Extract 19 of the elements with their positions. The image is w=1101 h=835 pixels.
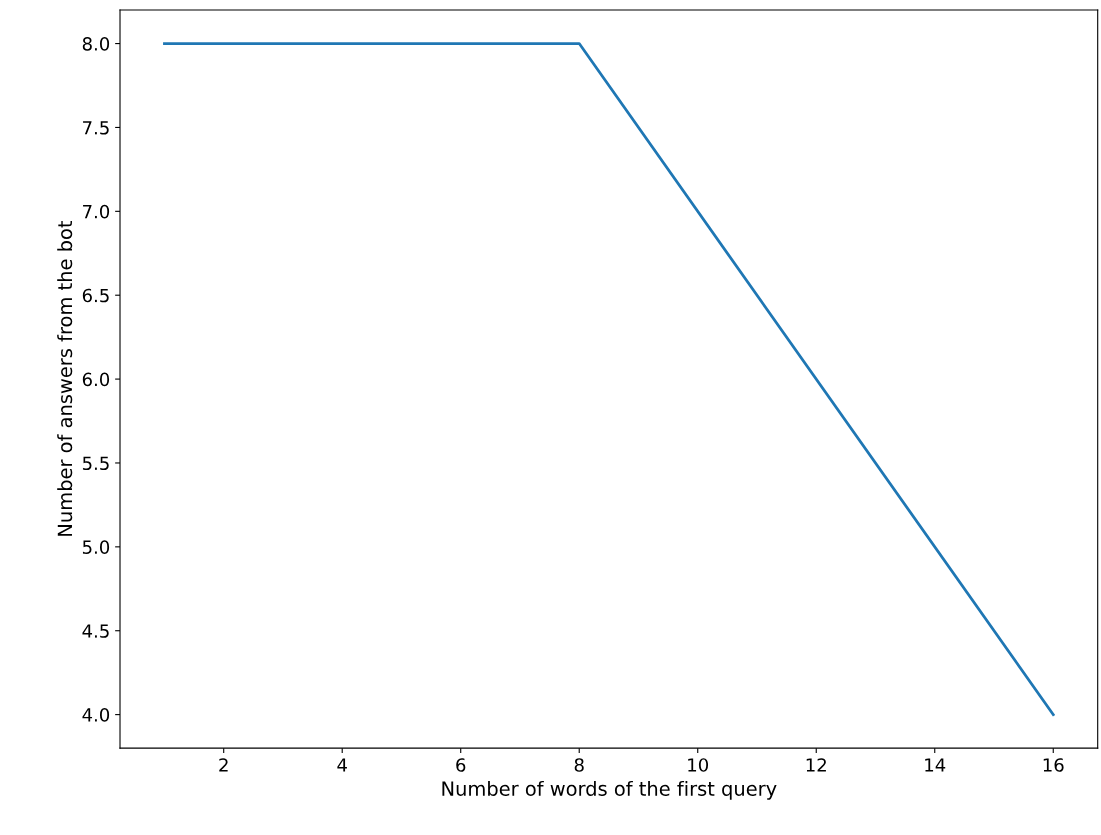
x-tick-label: 12 bbox=[806, 758, 826, 772]
x-tick-label: 16 bbox=[1043, 758, 1064, 772]
y-tick-label: 7.0 bbox=[83, 204, 110, 219]
y-tick-label: 6.5 bbox=[82, 288, 109, 303]
x-axis-title: Number of words of the first query bbox=[442, 780, 777, 800]
y-tick-label: 5.5 bbox=[82, 456, 109, 471]
y-tick-label: 4.5 bbox=[82, 624, 109, 638]
y-tick-label: 4.0 bbox=[82, 708, 110, 722]
x-tick-label: 6 bbox=[456, 758, 466, 772]
y-tick-label: 5.0 bbox=[82, 540, 110, 554]
x-tick-label: 8 bbox=[574, 758, 584, 772]
y-axis-title: Number of answers from the bot bbox=[57, 220, 73, 536]
y-tick-label: 8.0 bbox=[82, 37, 110, 51]
x-tick-label: 10 bbox=[688, 758, 709, 772]
x-tick-label: 14 bbox=[925, 758, 946, 772]
y-tick-label: 6.0 bbox=[82, 372, 110, 387]
x-tick-label: 2 bbox=[219, 758, 228, 772]
x-tick-label: 4 bbox=[337, 758, 347, 772]
y-tick-label: 7.5 bbox=[83, 121, 109, 135]
